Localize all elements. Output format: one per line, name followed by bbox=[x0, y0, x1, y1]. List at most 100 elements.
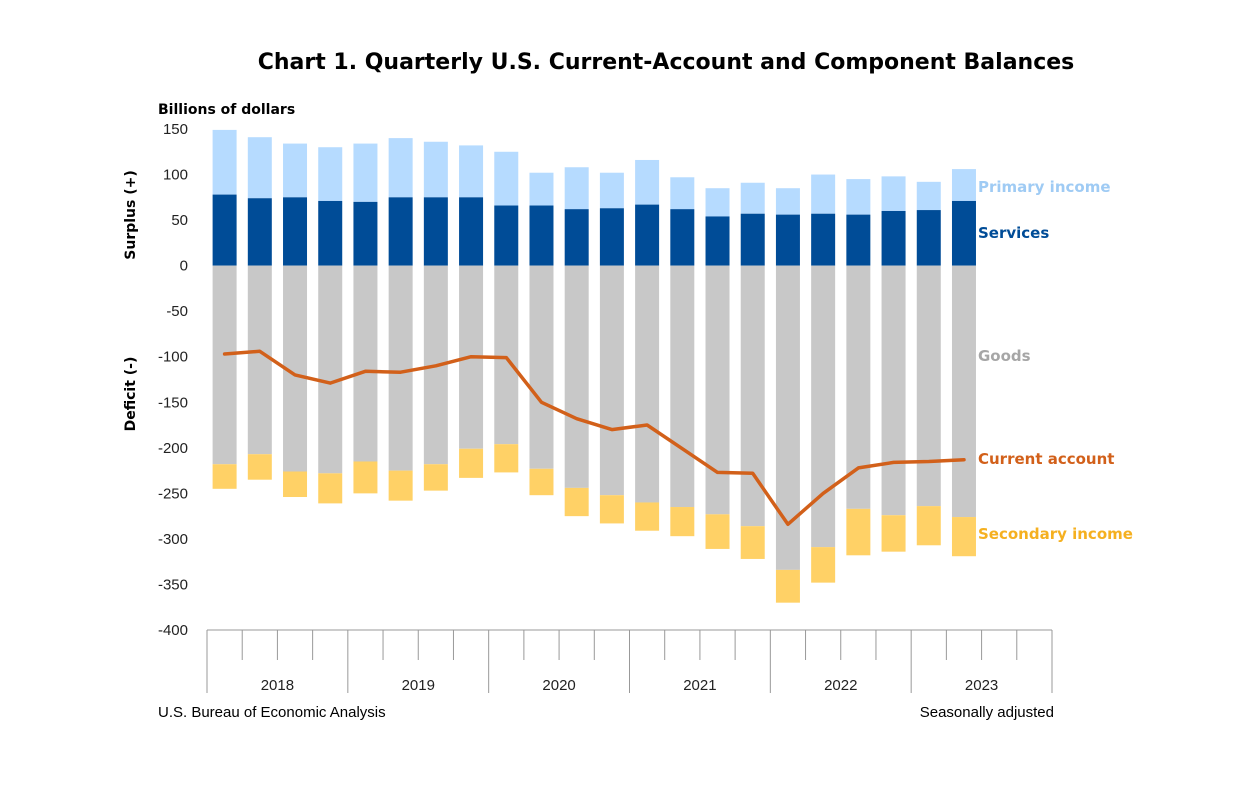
y-tick-label: -150 bbox=[158, 394, 188, 411]
bar-services bbox=[564, 209, 589, 266]
source-note: U.S. Bureau of Economic Analysis bbox=[158, 704, 386, 721]
legend-primary-income: Primary income bbox=[978, 178, 1111, 196]
bar-services bbox=[635, 204, 660, 266]
y-tick-label: -50 bbox=[166, 303, 188, 320]
year-label: 2022 bbox=[824, 677, 857, 694]
bar-primary-income bbox=[775, 188, 800, 215]
bar-primary-income bbox=[670, 177, 695, 210]
bar-secondary-income bbox=[353, 461, 378, 494]
bar-services bbox=[846, 214, 871, 266]
bar-secondary-income bbox=[811, 547, 836, 583]
bar-services bbox=[811, 213, 836, 266]
bar-secondary-income bbox=[529, 468, 554, 496]
units-label: Billions of dollars bbox=[158, 102, 295, 118]
bar-services bbox=[423, 197, 448, 266]
bar-secondary-income bbox=[599, 495, 624, 524]
bar-primary-income bbox=[881, 176, 906, 211]
bar-goods bbox=[670, 265, 695, 508]
bar-services bbox=[318, 200, 343, 266]
y-tick-label: 100 bbox=[163, 167, 188, 184]
bar-primary-income bbox=[564, 167, 589, 210]
bar-primary-income bbox=[423, 141, 448, 198]
bar-secondary-income bbox=[318, 473, 343, 504]
bar-services bbox=[247, 198, 272, 266]
bar-primary-income bbox=[247, 137, 272, 199]
bar-goods bbox=[881, 265, 906, 516]
year-label: 2019 bbox=[402, 677, 435, 694]
legend-current-account: Current account bbox=[978, 450, 1114, 468]
bar-services bbox=[212, 194, 237, 266]
bar-goods bbox=[212, 265, 237, 465]
y-tick-label: 150 bbox=[163, 121, 188, 138]
bar-primary-income bbox=[318, 147, 343, 201]
bar-goods bbox=[951, 265, 976, 518]
current-account-line bbox=[222, 349, 966, 527]
bar-secondary-income bbox=[705, 514, 730, 549]
surplus-axis-label: Surplus (+) bbox=[123, 170, 139, 259]
bar-services bbox=[881, 210, 906, 266]
bar-primary-income bbox=[635, 159, 660, 205]
x-axis: 2018 2019 2020 2021 2022 2023 bbox=[206, 629, 1053, 694]
bar-primary-income bbox=[494, 151, 519, 206]
bar-services bbox=[951, 200, 976, 266]
y-tick-label: 0 bbox=[180, 258, 188, 275]
bar-goods bbox=[599, 265, 624, 496]
y-tick-label: 50 bbox=[171, 212, 188, 229]
y-tick-label: -100 bbox=[158, 349, 188, 366]
bar-services bbox=[494, 205, 519, 266]
bar-goods bbox=[388, 265, 413, 471]
bar-primary-income bbox=[846, 179, 871, 215]
bar-goods bbox=[916, 265, 941, 507]
year-label: 2023 bbox=[965, 677, 998, 694]
bar-primary-income bbox=[353, 143, 378, 202]
legend-services: Services bbox=[978, 224, 1049, 242]
bar-goods bbox=[353, 265, 378, 462]
bar-primary-income bbox=[916, 181, 941, 211]
bar-secondary-income bbox=[951, 517, 976, 557]
y-tick-label: -350 bbox=[158, 576, 188, 593]
bar-primary-income bbox=[212, 129, 237, 195]
bar-secondary-income bbox=[916, 506, 941, 546]
bar-primary-income bbox=[740, 182, 765, 214]
bar-primary-income bbox=[529, 172, 554, 206]
bar-goods bbox=[247, 265, 272, 455]
bar-goods bbox=[564, 265, 589, 488]
seasonal-note: Seasonally adjusted bbox=[920, 704, 1054, 721]
bar-services bbox=[916, 210, 941, 266]
bars bbox=[212, 129, 976, 603]
bar-secondary-income bbox=[212, 464, 237, 489]
bar-primary-income bbox=[388, 138, 413, 198]
bar-services bbox=[599, 208, 624, 266]
bar-secondary-income bbox=[740, 526, 765, 559]
bar-goods bbox=[635, 265, 660, 503]
legend-secondary-income: Secondary income bbox=[978, 525, 1133, 543]
chart-title: Chart 1. Quarterly U.S. Current-Account … bbox=[258, 50, 1075, 75]
bar-primary-income bbox=[599, 172, 624, 209]
legend-goods: Goods bbox=[978, 347, 1031, 365]
bar-services bbox=[705, 216, 730, 266]
y-axis-ticks: 150 100 50 0 -50 -100 -150 -200 -250 -300 -350 -400 bbox=[158, 121, 188, 639]
y-tick-label: -200 bbox=[158, 440, 188, 457]
bar-secondary-income bbox=[494, 444, 519, 473]
bar-secondary-income bbox=[388, 470, 413, 501]
bar-secondary-income bbox=[670, 507, 695, 537]
bar-goods bbox=[529, 265, 554, 469]
bar-primary-income bbox=[811, 174, 836, 214]
bar-services bbox=[283, 197, 308, 266]
bar-secondary-income bbox=[846, 508, 871, 556]
y-tick-label: -250 bbox=[158, 485, 188, 502]
bar-services bbox=[353, 201, 378, 266]
bar-goods bbox=[705, 265, 730, 515]
bar-secondary-income bbox=[459, 448, 484, 478]
bar-goods bbox=[494, 265, 519, 445]
bar-services bbox=[740, 213, 765, 266]
bar-secondary-income bbox=[564, 487, 589, 517]
bar-primary-income bbox=[283, 143, 308, 198]
bar-services bbox=[388, 197, 413, 266]
y-tick-label: -400 bbox=[158, 622, 188, 639]
bar-primary-income bbox=[705, 188, 730, 217]
bar-secondary-income bbox=[775, 569, 800, 603]
bar-primary-income bbox=[459, 145, 484, 198]
y-tick-label: -300 bbox=[158, 531, 188, 548]
